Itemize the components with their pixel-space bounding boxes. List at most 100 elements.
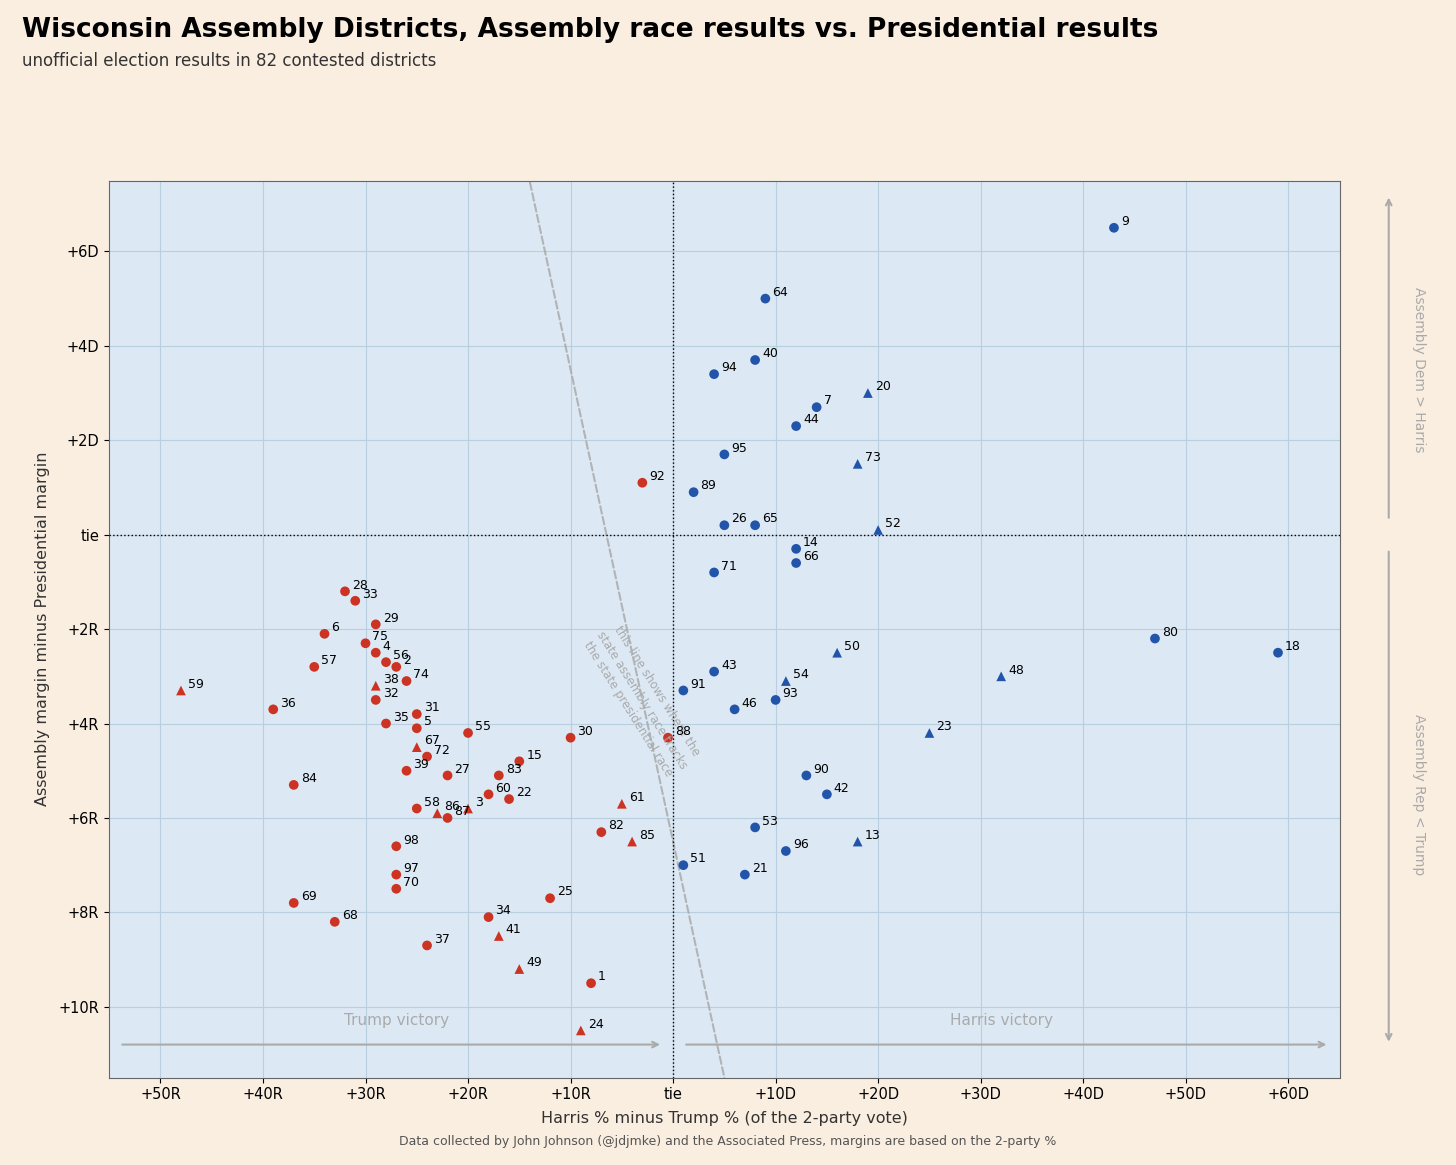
Point bbox=[610, 795, 633, 813]
Text: 88: 88 bbox=[676, 725, 692, 737]
Text: 96: 96 bbox=[794, 839, 808, 852]
Point bbox=[866, 521, 890, 539]
Text: 92: 92 bbox=[649, 469, 665, 483]
Text: 29: 29 bbox=[383, 612, 399, 624]
Text: 27: 27 bbox=[454, 763, 470, 776]
Point bbox=[775, 841, 798, 860]
Point bbox=[364, 677, 387, 696]
Text: 9: 9 bbox=[1121, 216, 1128, 228]
Text: 51: 51 bbox=[690, 853, 706, 866]
Y-axis label: Assembly margin minus Presidential margin: Assembly margin minus Presidential margi… bbox=[35, 452, 51, 806]
Text: 80: 80 bbox=[1162, 626, 1178, 638]
Point bbox=[415, 747, 438, 765]
Point bbox=[405, 799, 428, 818]
Point bbox=[333, 582, 357, 601]
Point bbox=[435, 767, 459, 785]
Text: Assembly Rep < Trump: Assembly Rep < Trump bbox=[1412, 714, 1427, 875]
Point bbox=[724, 700, 747, 719]
Text: 91: 91 bbox=[690, 678, 706, 691]
Point bbox=[354, 634, 377, 652]
Text: 56: 56 bbox=[393, 649, 409, 663]
Text: 54: 54 bbox=[794, 669, 808, 682]
Point bbox=[405, 719, 428, 737]
Point bbox=[702, 563, 725, 581]
Point bbox=[425, 804, 448, 822]
Point bbox=[374, 714, 397, 733]
Point bbox=[488, 926, 511, 945]
Text: 14: 14 bbox=[804, 536, 818, 549]
Point bbox=[559, 728, 582, 747]
Point bbox=[364, 615, 387, 634]
X-axis label: Harris % minus Trump % (of the 2-party vote): Harris % minus Trump % (of the 2-party v… bbox=[542, 1110, 907, 1125]
Text: 52: 52 bbox=[885, 517, 901, 530]
Point bbox=[785, 553, 808, 572]
Text: 94: 94 bbox=[721, 361, 737, 374]
Point bbox=[785, 417, 808, 436]
Point bbox=[384, 880, 408, 898]
Text: 85: 85 bbox=[639, 828, 655, 842]
Text: 86: 86 bbox=[444, 800, 460, 813]
Point bbox=[630, 473, 654, 492]
Point bbox=[754, 289, 778, 308]
Text: 33: 33 bbox=[363, 588, 379, 601]
Text: 15: 15 bbox=[526, 749, 542, 762]
Point bbox=[702, 365, 725, 383]
Text: Wisconsin Assembly Districts, Assembly race results vs. Presidential results: Wisconsin Assembly Districts, Assembly r… bbox=[22, 17, 1158, 43]
Point bbox=[713, 516, 737, 535]
Text: 35: 35 bbox=[393, 711, 409, 723]
Text: 21: 21 bbox=[751, 862, 767, 875]
Point bbox=[856, 383, 879, 402]
Text: 55: 55 bbox=[475, 720, 491, 733]
Text: 22: 22 bbox=[515, 786, 531, 799]
Point bbox=[262, 700, 285, 719]
Point bbox=[775, 672, 798, 691]
Point bbox=[785, 539, 808, 558]
Text: 6: 6 bbox=[332, 621, 339, 634]
Text: 31: 31 bbox=[424, 701, 440, 714]
Point bbox=[508, 960, 531, 979]
Text: 1: 1 bbox=[598, 970, 606, 983]
Text: 30: 30 bbox=[578, 725, 594, 737]
Text: 58: 58 bbox=[424, 796, 440, 809]
Point bbox=[364, 643, 387, 662]
Text: 74: 74 bbox=[414, 669, 430, 682]
Text: Data collected by John Johnson (@jdjmke) and the Associated Press, margins are b: Data collected by John Johnson (@jdjmke)… bbox=[399, 1135, 1057, 1148]
Text: 89: 89 bbox=[700, 480, 716, 493]
Point bbox=[1102, 219, 1125, 238]
Point bbox=[539, 889, 562, 908]
Point bbox=[303, 657, 326, 676]
Text: 36: 36 bbox=[280, 697, 296, 709]
Text: 73: 73 bbox=[865, 451, 881, 464]
Point bbox=[415, 937, 438, 955]
Text: Assembly Dem > Harris: Assembly Dem > Harris bbox=[1412, 287, 1427, 452]
Text: Trump victory: Trump victory bbox=[344, 1014, 448, 1028]
Text: 69: 69 bbox=[301, 890, 316, 903]
Point bbox=[395, 762, 418, 781]
Point bbox=[917, 723, 941, 742]
Point bbox=[1143, 629, 1166, 648]
Text: 38: 38 bbox=[383, 673, 399, 686]
Text: 72: 72 bbox=[434, 743, 450, 757]
Point bbox=[579, 974, 603, 993]
Point bbox=[681, 482, 705, 501]
Text: 32: 32 bbox=[383, 687, 399, 700]
Point bbox=[744, 351, 767, 369]
Point bbox=[744, 818, 767, 836]
Point bbox=[323, 912, 347, 931]
Point bbox=[384, 836, 408, 855]
Point bbox=[395, 672, 418, 691]
Text: 7: 7 bbox=[824, 395, 831, 408]
Point bbox=[671, 856, 695, 875]
Point bbox=[1267, 643, 1290, 662]
Point bbox=[744, 516, 767, 535]
Text: 34: 34 bbox=[495, 904, 511, 917]
Point bbox=[990, 668, 1013, 686]
Point bbox=[364, 691, 387, 709]
Point bbox=[478, 908, 501, 926]
Text: 98: 98 bbox=[403, 833, 419, 847]
Point bbox=[508, 751, 531, 770]
Text: 75: 75 bbox=[373, 630, 389, 643]
Text: 50: 50 bbox=[844, 640, 860, 652]
Text: 64: 64 bbox=[772, 285, 788, 299]
Point bbox=[478, 785, 501, 804]
